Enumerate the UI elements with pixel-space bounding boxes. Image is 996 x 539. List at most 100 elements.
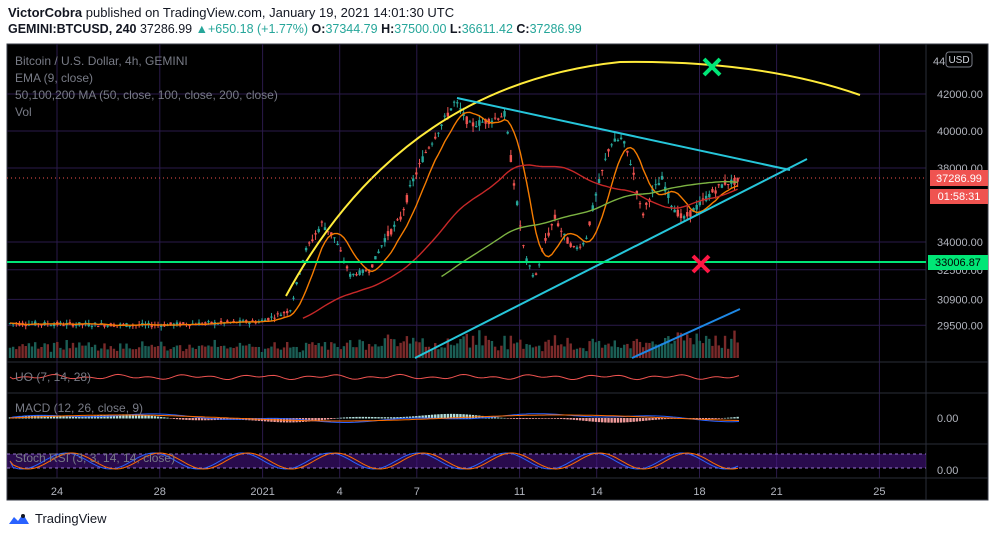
volume-bar (56, 341, 59, 358)
currency-badge[interactable]: USD (945, 51, 973, 68)
candle-body (490, 120, 494, 123)
candle-body (182, 322, 185, 324)
macd-histogram-bar (629, 418, 632, 423)
volume-bar (380, 345, 383, 358)
candle-body (641, 213, 645, 216)
volume-bar (62, 349, 65, 358)
macd-histogram-bar (651, 418, 654, 421)
volume-bar (213, 339, 216, 358)
candle-body (87, 323, 90, 327)
macd-histogram-bar (607, 418, 610, 423)
descending-trendline[interactable] (456, 97, 791, 171)
volume-bar (210, 346, 213, 358)
volume-bar (90, 347, 94, 358)
volume-bar (81, 345, 84, 358)
volume-bar (364, 349, 368, 358)
legend-uo[interactable]: UO (7, 14, 28) (15, 370, 91, 384)
volume-bar (349, 340, 352, 358)
macd-histogram-bar (528, 418, 531, 419)
candle-body (364, 270, 368, 272)
candle-body (654, 184, 657, 186)
legend-stoch[interactable]: Stoch RSI (3, 3, 14, 14, close) (15, 451, 175, 465)
volume-bar (207, 345, 210, 358)
ascending-trendline[interactable] (414, 158, 808, 359)
volume-bar (547, 339, 550, 358)
candle-body (522, 245, 525, 247)
volume-bar (197, 345, 201, 358)
macd-histogram-bar (402, 416, 405, 419)
close-label: C: (516, 22, 530, 36)
macd-histogram-bar (358, 416, 361, 419)
legend-ema[interactable]: EMA (9, close) (15, 71, 93, 85)
legend-macd[interactable]: MACD (12, 26, close, 9) (15, 401, 143, 415)
macd-histogram-bar (418, 415, 421, 419)
macd-histogram-bar (667, 418, 670, 419)
time-axis[interactable]: 24 28 2021 4 7 11 14 18 21 25 (51, 486, 886, 498)
candle-body (188, 324, 191, 327)
volume-bar (604, 344, 607, 358)
candle-body (544, 238, 547, 241)
macd-histogram-bar (326, 418, 330, 420)
macd-pane[interactable] (8, 413, 740, 423)
volume-bar (326, 349, 330, 358)
macd-histogram-bar (399, 417, 402, 419)
volume-bar (273, 342, 276, 358)
macd-histogram-bar (566, 418, 569, 420)
volume-bar (566, 337, 569, 358)
macd-histogram-bar (525, 418, 528, 419)
candle-body (232, 320, 235, 322)
candle-body (582, 243, 585, 245)
macd-histogram-bar (597, 418, 601, 423)
candle-body (456, 102, 459, 104)
macd-histogram-bar (493, 417, 497, 419)
volume-bar (37, 348, 40, 358)
footer-brand[interactable]: TradingView (8, 511, 107, 526)
volume-bar (645, 342, 648, 358)
candle-body (289, 310, 292, 312)
candle-body (657, 183, 661, 186)
volume-bar (582, 348, 585, 358)
macd-zero-tick: 0.00 (937, 413, 958, 425)
legend-ma[interactable]: 50,100,200 MA (50, close, 100, close, 20… (15, 88, 278, 102)
macd-histogram-bar (308, 418, 311, 422)
price-scale[interactable] (926, 44, 988, 500)
macd-histogram-bar (456, 413, 459, 419)
volume-bar (591, 338, 594, 358)
candle-body (349, 273, 352, 277)
stoch-rsi-pane[interactable] (7, 452, 926, 470)
volume-bar (578, 347, 582, 358)
symbol-name[interactable]: GEMINI:BTCUSD, 240 (8, 22, 137, 36)
volume-bar (673, 340, 676, 358)
uo-pane[interactable] (9, 373, 740, 381)
legend-title[interactable]: Bitcoin / U.S. Dollar, 4h, GEMINI (15, 54, 188, 68)
candle-body (276, 313, 279, 315)
macd-histogram-bar (449, 413, 453, 419)
volume-bar (575, 348, 579, 358)
candle-body (667, 191, 670, 198)
high-label: H: (381, 22, 395, 36)
blue-channel-line[interactable] (631, 308, 741, 359)
candle-body (651, 188, 654, 192)
candle-body (701, 198, 705, 200)
legend-vol[interactable]: Vol (15, 105, 32, 119)
candle-body (550, 224, 553, 226)
yellow-arc-drawing[interactable] (285, 60, 861, 297)
macd-histogram-bar (515, 418, 519, 419)
macd-histogram-bar (87, 416, 90, 419)
candle-body (560, 230, 563, 232)
volume-bar (223, 345, 226, 358)
volume-bar (528, 344, 531, 358)
volume-bar (314, 344, 317, 358)
volume-bar (279, 349, 283, 358)
price-tick-label: 30900.00 (937, 294, 983, 306)
macd-histogram-bar (185, 418, 188, 420)
macd-histogram-bar (342, 417, 346, 419)
candle-body (607, 149, 610, 152)
high-value: 37500.00 (394, 22, 447, 36)
candle-body (497, 118, 500, 120)
volume-bar (563, 346, 566, 358)
macd-histogram-bar (727, 417, 730, 419)
author-name[interactable]: VictorCobra (8, 5, 83, 20)
volume-bar (522, 348, 525, 358)
